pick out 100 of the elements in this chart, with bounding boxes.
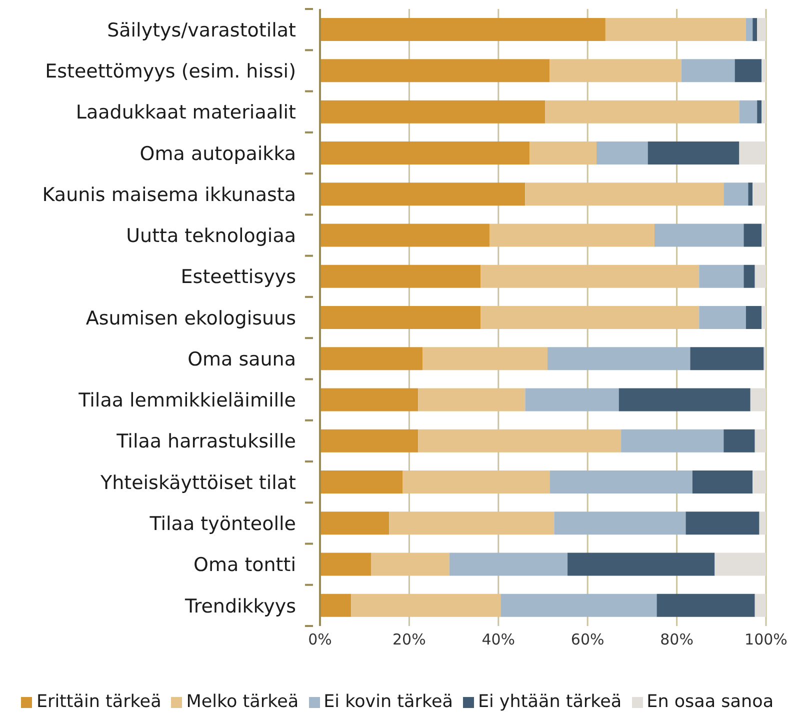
bar (500, 594, 657, 617)
bar (621, 429, 724, 452)
bar (596, 141, 648, 164)
bar (320, 512, 390, 535)
y-tick-label: Säilytys/varastotilat (107, 19, 296, 42)
bar (554, 512, 686, 535)
bar (371, 552, 450, 576)
bar (648, 141, 740, 164)
bar (750, 388, 766, 412)
x-tick-label: 60% (570, 630, 604, 649)
bar (618, 388, 750, 412)
bar (525, 388, 619, 412)
bar (762, 59, 766, 82)
bar (449, 552, 568, 576)
bar (320, 18, 606, 42)
bar (714, 552, 766, 576)
bar (686, 512, 760, 535)
bar (752, 182, 766, 206)
bar (754, 264, 766, 288)
x-tick-label: 0% (308, 630, 332, 649)
y-tick-label: Oma tontti (194, 554, 296, 576)
bar (320, 224, 490, 247)
bar (320, 470, 403, 494)
y-tick-label: Asumisen ekologisuus (86, 307, 296, 330)
legend-label: Ei yhtään tärkeä (478, 692, 622, 712)
bar (320, 100, 546, 124)
bar (762, 100, 766, 124)
bar (320, 141, 530, 164)
bar (762, 224, 766, 247)
bar (744, 224, 762, 247)
bar (739, 100, 758, 124)
bar (530, 141, 597, 164)
bar (681, 59, 735, 82)
bar (320, 388, 418, 412)
bar (402, 470, 550, 494)
bar (746, 306, 762, 329)
bar (389, 512, 554, 535)
bar (724, 182, 748, 206)
bar (754, 429, 766, 452)
bar (320, 59, 550, 82)
bar (320, 552, 372, 576)
bar (351, 594, 501, 617)
bar (480, 264, 700, 288)
bar (422, 347, 548, 370)
bar (656, 594, 755, 617)
bar (762, 306, 766, 329)
bar (690, 347, 764, 370)
y-tick-label: Laadukkaat materiaalit (76, 102, 296, 124)
bar (320, 429, 418, 452)
legend-label: Erittäin tärkeä (36, 692, 162, 712)
bar (757, 100, 762, 124)
bar (550, 470, 692, 494)
bar (568, 552, 715, 576)
bar (754, 594, 766, 617)
bar (757, 18, 766, 42)
bar (525, 182, 724, 206)
x-tick-label: 100% (744, 630, 788, 649)
bar (759, 512, 766, 535)
y-tick-label: Oma sauna (188, 348, 296, 370)
bar (605, 18, 746, 42)
y-tick-label: Trendikkyys (184, 595, 296, 618)
bar (547, 347, 690, 370)
bar (320, 264, 481, 288)
bar (489, 224, 654, 247)
bar (746, 18, 753, 42)
bar (418, 429, 622, 452)
legend-label: Melko tärkeä (186, 692, 299, 712)
x-tick-label: 20% (392, 630, 426, 649)
bar (545, 100, 740, 124)
bar (418, 388, 526, 412)
bar (692, 470, 753, 494)
bar (748, 182, 753, 206)
y-tick-label: Kaunis maisema ikkunasta (42, 184, 296, 206)
bar (724, 429, 755, 452)
y-tick-label: Uutta teknologiaa (126, 225, 296, 248)
bar (320, 594, 352, 617)
y-tick-label: Tilaa harrastuksille (116, 430, 296, 453)
bar (550, 59, 682, 82)
y-tick-label: Esteettömyys (esim. hissi) (45, 60, 296, 83)
legend-label: Ei kovin tärkeä (324, 692, 453, 712)
y-tick-label: Oma autopaikka (140, 142, 296, 165)
bar (752, 470, 766, 494)
y-tick-label: Esteettisyys (180, 266, 296, 288)
x-tick-label: 80% (660, 630, 694, 649)
bar (480, 306, 700, 329)
x-tick-label: 40% (482, 630, 516, 649)
bar (752, 18, 758, 42)
y-tick-label: Yhteiskäyttöiset tilat (99, 472, 296, 494)
y-tick-label: Tilaa työnteolle (148, 513, 296, 536)
bar (744, 264, 755, 288)
bar (739, 141, 766, 164)
y-tick-label: Tilaa lemmikkieläimille (78, 390, 296, 412)
bar (699, 306, 746, 329)
bar (320, 182, 526, 206)
bar (320, 306, 481, 329)
bar (654, 224, 744, 247)
legend-label: En osaa sanoa (646, 692, 774, 712)
bar (320, 347, 423, 370)
bar (734, 59, 762, 82)
bar (699, 264, 744, 288)
